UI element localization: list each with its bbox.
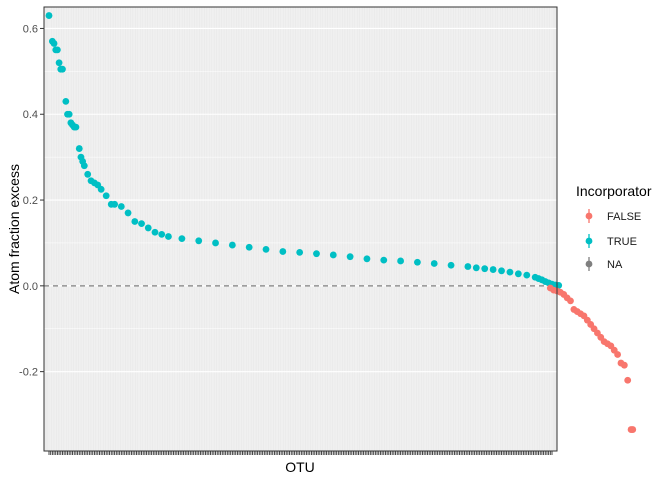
data-point-true: [430, 260, 438, 267]
data-point-true: [50, 40, 58, 47]
x-axis-title: OTU: [285, 459, 315, 475]
data-point-false: [614, 351, 622, 358]
y-tick-label: 0.0: [23, 281, 38, 293]
data-point-true: [55, 59, 63, 67]
data-point-true: [212, 239, 219, 247]
data-point-true: [111, 200, 119, 208]
legend-title: Incorporator: [576, 183, 652, 199]
data-point-true: [178, 235, 186, 243]
data-point-true: [144, 224, 152, 232]
panel-border: [43, 6, 558, 452]
data-point-true: [195, 237, 203, 245]
data-point-true: [464, 263, 472, 270]
y-tick-label: -0.2: [19, 367, 38, 379]
legend-key-na: NA: [585, 257, 623, 271]
data-points: [45, 12, 637, 433]
legend: Incorporator FALSE TRUE NA: [576, 183, 652, 271]
legend-label-false: FALSE: [607, 211, 641, 223]
data-point-true: [296, 248, 304, 256]
y-axis-ticks: -0.2 0.0 0.2 0.4 0.6: [19, 23, 44, 379]
data-point-true: [498, 267, 505, 275]
data-point-true: [165, 233, 172, 240]
data-point-true: [346, 253, 354, 261]
data-point-true: [489, 266, 497, 273]
y-tick-label: 0.4: [23, 109, 38, 121]
data-point-true: [131, 218, 139, 225]
data-point-true: [84, 170, 92, 178]
data-point-true: [117, 203, 125, 210]
legend-swatch-na: [585, 260, 593, 268]
data-point-true: [447, 261, 455, 269]
data-point-true: [313, 250, 320, 258]
data-point-true: [45, 12, 53, 19]
data-point-true: [262, 245, 270, 253]
data-point-true: [151, 228, 159, 236]
data-point-true: [65, 110, 73, 118]
data-point-true: [397, 257, 404, 265]
data-point-true: [102, 192, 110, 200]
data-point-true: [414, 258, 421, 266]
data-point-true: [481, 265, 489, 273]
data-point-true: [62, 97, 70, 105]
data-point-false: [567, 297, 574, 305]
legend-key-false: FALSE: [585, 209, 641, 223]
data-point-true: [523, 271, 531, 279]
data-point-true: [329, 251, 337, 259]
data-point-true: [363, 255, 371, 263]
y-axis-title: Atom fraction excess: [6, 164, 22, 294]
data-point-true: [59, 65, 66, 73]
data-point-false: [629, 426, 637, 433]
legend-swatch-true: [585, 237, 593, 245]
data-point-true: [279, 248, 287, 255]
data-point-true: [97, 185, 105, 193]
legend-swatch-false: [585, 212, 593, 220]
data-point-true: [228, 241, 236, 249]
data-point-true: [245, 243, 253, 251]
grid-lines-minor: [44, 7, 557, 451]
y-tick-label: 0.6: [23, 23, 38, 35]
data-point-true: [72, 123, 80, 131]
data-point-true: [506, 268, 514, 276]
data-point-false: [620, 361, 628, 369]
data-point-false: [624, 376, 632, 384]
data-point-true: [472, 264, 480, 272]
data-point-true: [514, 270, 522, 278]
data-point-true: [80, 162, 88, 170]
legend-label-true: TRUE: [607, 236, 637, 248]
panel-background: [44, 7, 557, 451]
y-tick-label: 0.2: [23, 195, 38, 207]
legend-label-na: NA: [607, 259, 623, 271]
data-point-true: [124, 209, 132, 217]
legend-key-true: TRUE: [585, 234, 637, 248]
data-point-true: [138, 220, 145, 228]
data-point-true: [380, 256, 388, 264]
data-point-true: [158, 230, 166, 238]
x-axis-ticks: [48, 451, 553, 455]
data-point-true: [75, 145, 83, 152]
data-point-true: [54, 46, 61, 54]
